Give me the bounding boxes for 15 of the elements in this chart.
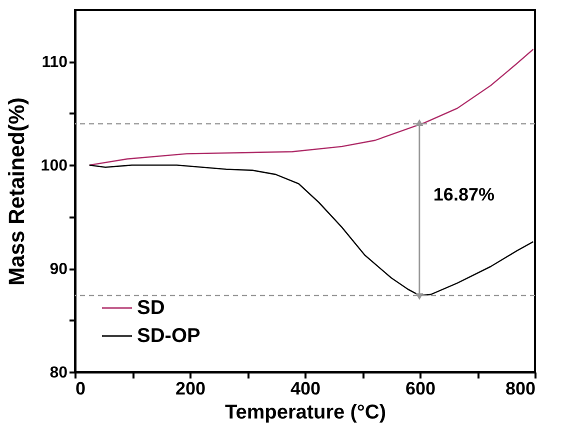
x-tick-label: 800 [505,378,536,398]
y-tick-label: 80 [50,364,68,382]
y-axis-title: Mass Retained(%) [4,97,29,286]
x-axis-title: Temperature (°C) [225,402,386,424]
y-tick-label: 110 [42,54,68,72]
line-series [88,48,534,166]
x-tick-label: 400 [290,378,321,398]
x-tick-label: 0 [76,378,86,398]
x-tick-label: 600 [405,378,436,398]
y-tick-label: 100 [40,158,68,175]
x-tick-label: 200 [175,378,206,398]
y-tick-label: 90 [50,261,68,278]
legend-label: SD-OP [137,325,200,347]
annotation: 16.87% [433,184,494,205]
legend-label: SD [137,297,165,319]
